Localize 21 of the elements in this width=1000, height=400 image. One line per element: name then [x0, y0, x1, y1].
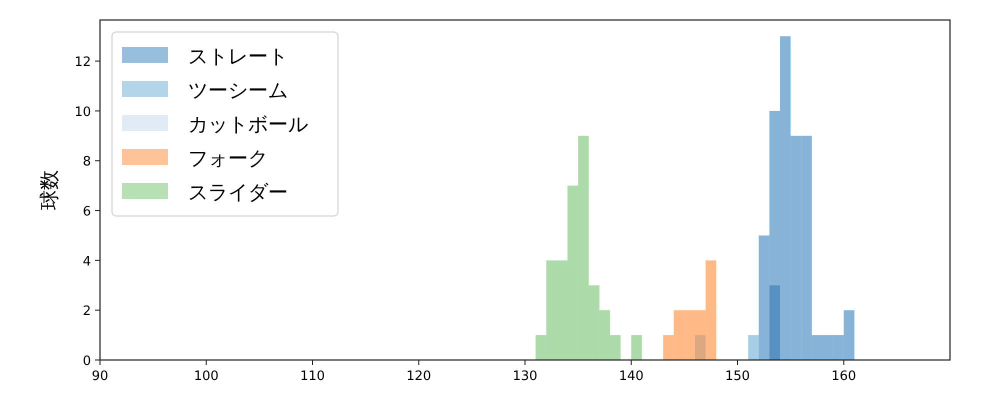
- legend-label: カットボール: [188, 112, 308, 136]
- legend-label: スライダー: [188, 180, 288, 204]
- legend-label: ストレート: [188, 44, 288, 68]
- x-tick-label: 120: [406, 369, 432, 384]
- x-tick-label: 150: [725, 369, 750, 384]
- x-tick-label: 100: [194, 369, 219, 384]
- y-tick-label: 12: [74, 55, 91, 70]
- legend-label: ツーシーム: [188, 78, 288, 102]
- y-tick-label: 4: [82, 254, 91, 270]
- x-tick-label: 110: [300, 369, 325, 384]
- y-tick-label: 6: [82, 204, 91, 220]
- y-tick-label: 2: [82, 304, 91, 320]
- x-tick-label: 130: [512, 369, 538, 384]
- legend-label: フォーク: [188, 146, 268, 170]
- y-tick-label: 0: [82, 354, 91, 369]
- x-tick-label: 160: [831, 369, 856, 384]
- y-tick-label: 10: [74, 104, 91, 120]
- x-tick-label: 140: [618, 369, 644, 384]
- x-tick-label: 90: [92, 369, 108, 384]
- y-axis-title: 球数: [37, 170, 61, 210]
- y-tick-label: 8: [82, 154, 91, 170]
